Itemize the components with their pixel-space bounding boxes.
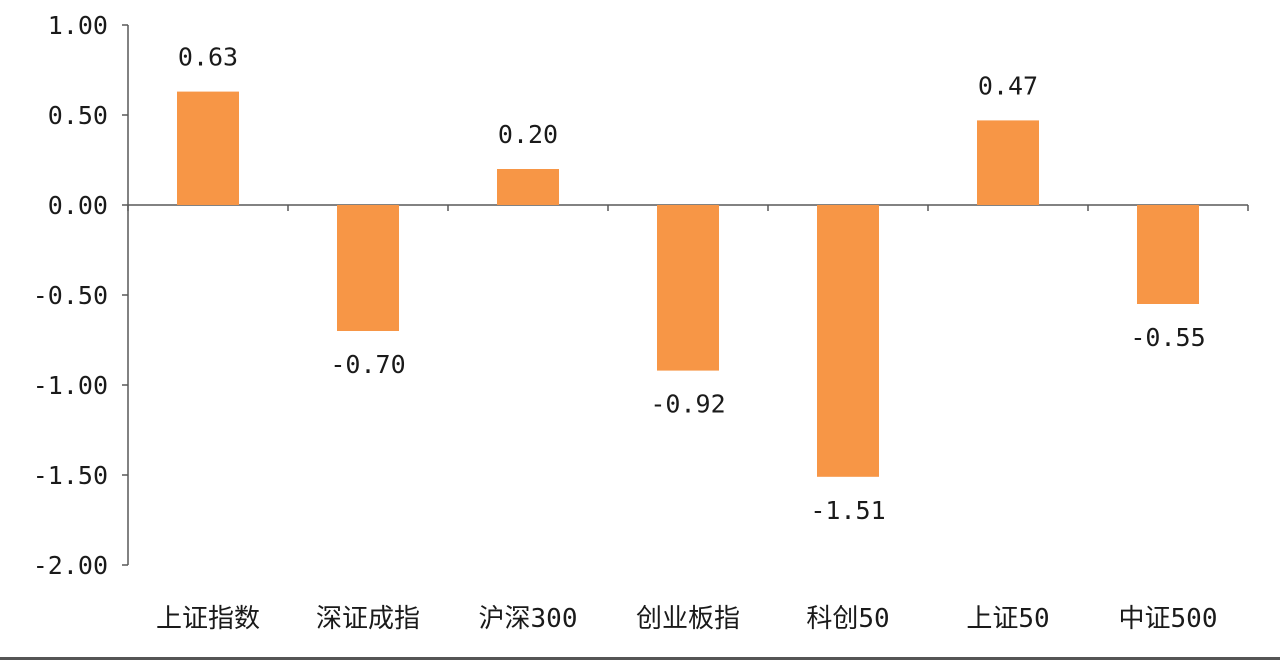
bar <box>337 205 399 331</box>
y-tick-label: 1.00 <box>48 11 108 40</box>
data-label: -0.92 <box>650 390 725 419</box>
bar <box>177 91 239 205</box>
data-labels: 0.63 -0.70 0.20 -0.92 -1.51 0.47 -0.55 <box>178 43 1206 525</box>
y-tick-label: -0.50 <box>33 281 108 310</box>
data-label: 0.20 <box>498 120 558 149</box>
bar <box>657 205 719 371</box>
y-tick-label: -1.00 <box>33 371 108 400</box>
y-tick-label: -1.50 <box>33 461 108 490</box>
category-label: 中证500 <box>1119 604 1218 634</box>
y-axis-ticks: 1.00 0.50 0.00 -0.50 -1.00 -1.50 -2.00 <box>33 11 128 580</box>
category-label: 上证指数 <box>156 604 260 634</box>
x-axis-ticks <box>127 205 1249 211</box>
bar <box>817 205 879 477</box>
y-tick-label: 0.00 <box>48 191 108 220</box>
bar <box>497 169 559 205</box>
y-tick-label: -2.00 <box>33 551 108 580</box>
bar <box>1137 205 1199 304</box>
bar-series <box>177 91 1199 477</box>
category-label: 深证成指 <box>316 604 420 634</box>
category-label: 创业板指 <box>636 604 740 634</box>
bar <box>977 120 1039 205</box>
category-label: 科创50 <box>806 604 889 634</box>
data-label: 0.47 <box>978 71 1038 100</box>
data-label: -0.70 <box>330 350 405 379</box>
category-labels: 上证指数 深证成指 沪深300 创业板指 科创50 上证50 中证500 <box>156 604 1217 634</box>
data-label: -0.55 <box>1130 323 1205 352</box>
data-label: -1.51 <box>810 496 885 525</box>
data-label: 0.63 <box>178 43 238 72</box>
category-label: 沪深300 <box>479 604 578 634</box>
category-label: 上证50 <box>966 604 1049 634</box>
bottom-border <box>0 657 1280 660</box>
y-tick-label: 0.50 <box>48 101 108 130</box>
